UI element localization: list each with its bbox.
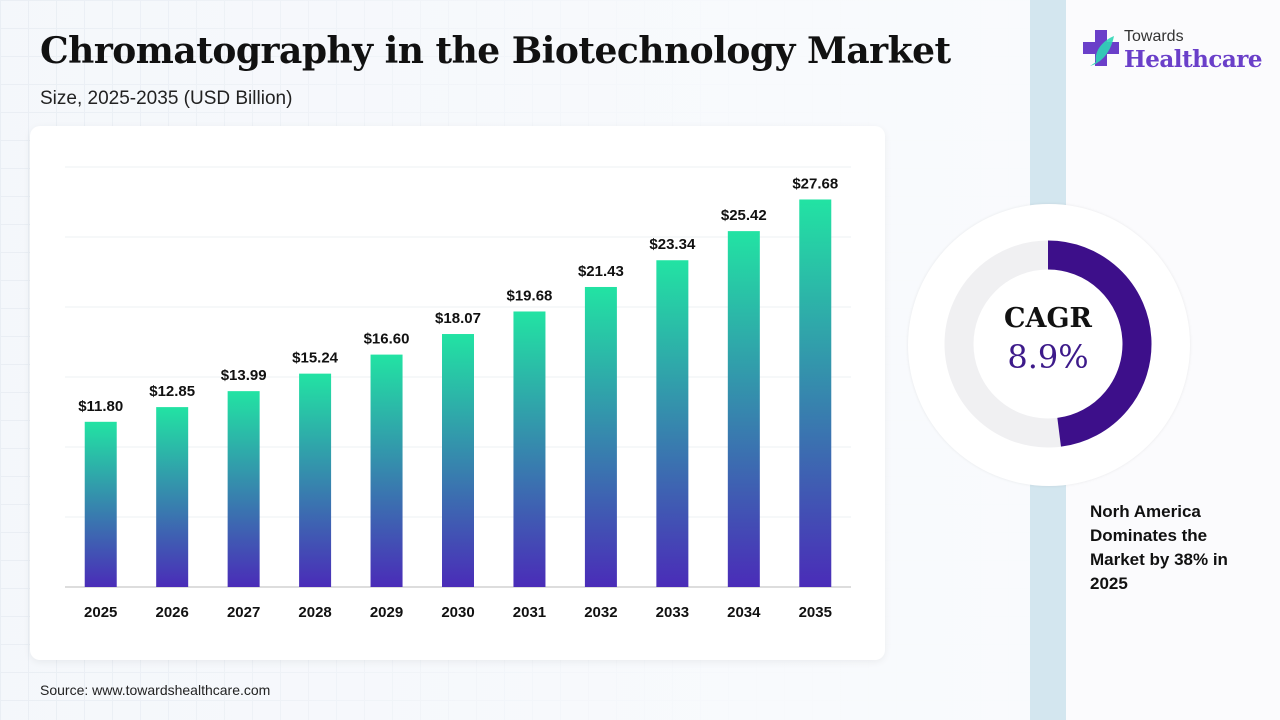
data-label: $13.99 — [221, 367, 267, 384]
bar-chart: $11.80 2025 $12.85 2026 $13.99 2027 $15.24 2028… — [65, 166, 851, 621]
x-tick-label: 2026 — [155, 604, 188, 621]
data-label: $27.68 — [792, 175, 838, 192]
bar — [727, 231, 760, 587]
cagr-value: 8.9% — [1007, 338, 1089, 376]
x-tick-label: 2033 — [656, 604, 689, 621]
x-tick-label: 2030 — [441, 604, 474, 621]
bar — [156, 407, 189, 587]
x-tick-label: 2025 — [84, 604, 117, 621]
medical-cross-leaf-icon — [1083, 30, 1119, 66]
region-note: Norh America Dominates the Market by 38%… — [1090, 502, 1228, 593]
source-text: Source: www.towardshealthcare.com — [40, 682, 271, 698]
data-label: $25.42 — [721, 207, 767, 224]
page-subtitle: Size, 2025-2035 (USD Billion) — [40, 88, 293, 109]
bar — [442, 334, 474, 587]
bar — [84, 421, 117, 587]
x-tick-label: 2028 — [298, 604, 331, 621]
ring-arc — [1047, 240, 1152, 447]
bar — [656, 260, 689, 587]
data-label: $23.34 — [649, 236, 696, 253]
x-tick-label: 2031 — [513, 604, 546, 621]
data-label: $15.24 — [292, 350, 339, 367]
data-label: $16.60 — [364, 331, 410, 348]
data-label: $19.68 — [507, 287, 553, 304]
x-tick-label: 2029 — [370, 604, 403, 621]
x-tick-label: 2034 — [727, 604, 761, 621]
data-label: $21.43 — [578, 263, 624, 280]
bar — [370, 354, 403, 587]
data-label: $12.85 — [149, 383, 195, 400]
x-tick-label: 2027 — [227, 604, 260, 621]
cagr-label: CAGR — [1004, 303, 1092, 334]
data-label: $11.80 — [78, 398, 123, 415]
page-title: Chromatography in the Biotechnology Mark… — [40, 30, 951, 72]
bar — [799, 199, 832, 588]
bar — [299, 373, 332, 587]
x-tick-label: 2032 — [584, 604, 617, 621]
bar — [513, 311, 546, 587]
bar — [584, 286, 617, 587]
x-tick-label: 2035 — [799, 604, 832, 621]
bar — [227, 391, 260, 587]
data-label: $18.07 — [435, 310, 481, 327]
